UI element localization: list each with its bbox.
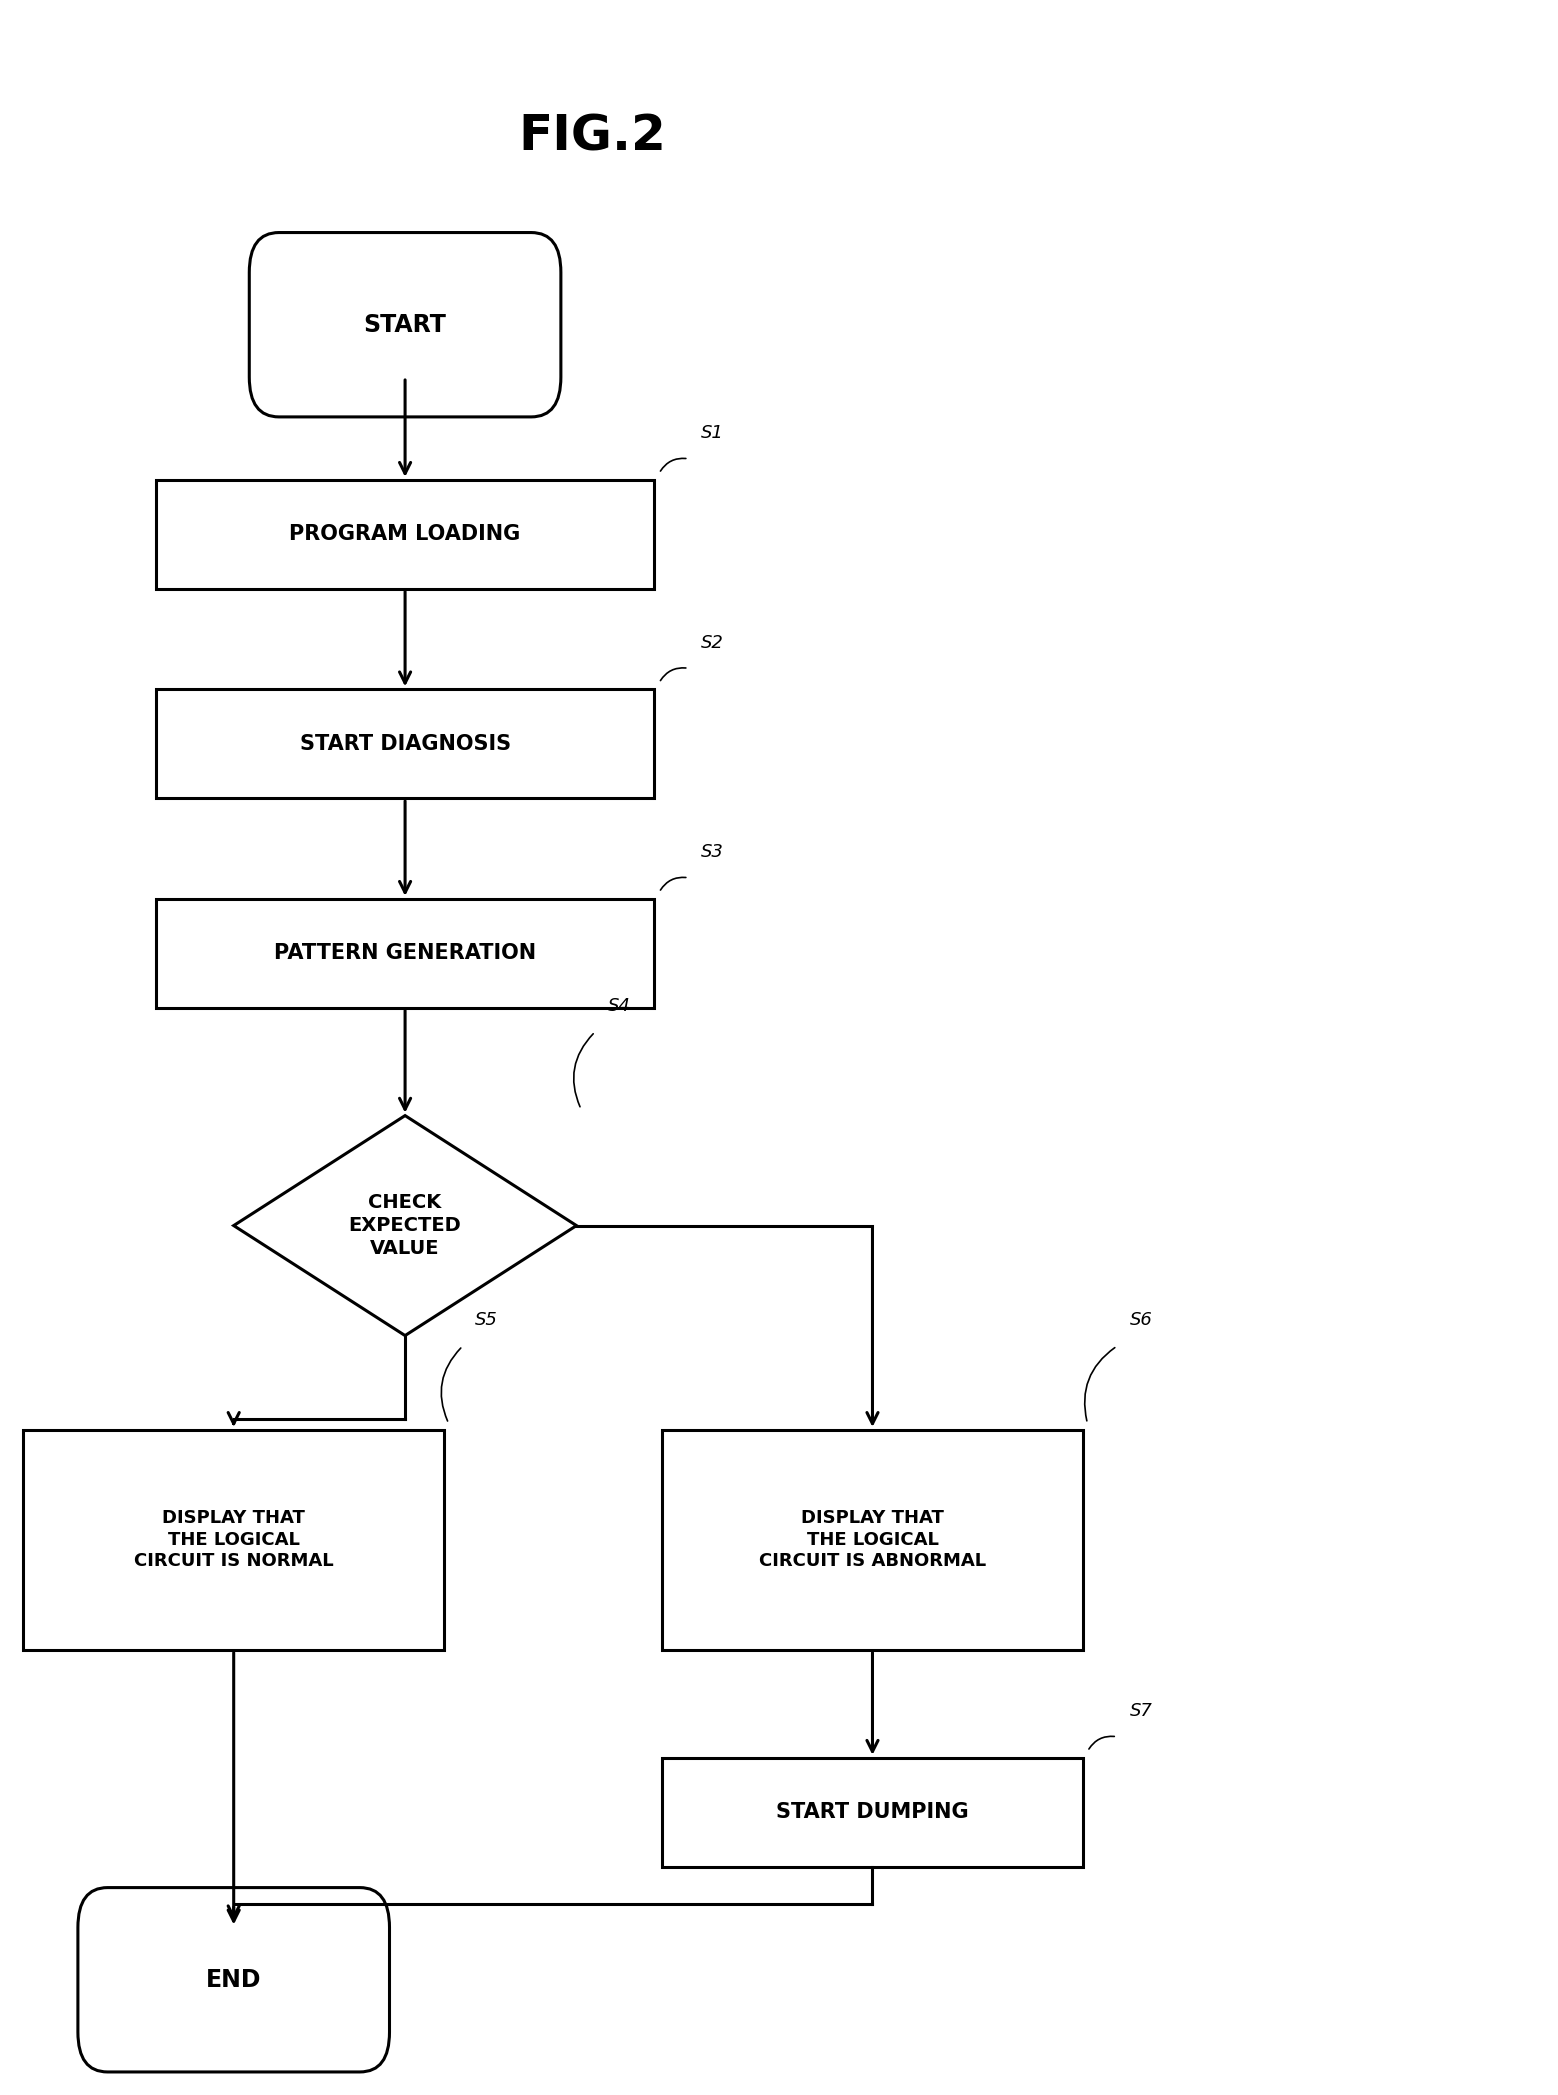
- Text: CHECK
EXPECTED
VALUE: CHECK EXPECTED VALUE: [349, 1194, 461, 1257]
- Text: START DUMPING: START DUMPING: [776, 1802, 969, 1823]
- Text: S4: S4: [608, 997, 631, 1016]
- Bar: [662, 1758, 1083, 1867]
- Text: PATTERN GENERATION: PATTERN GENERATION: [274, 943, 536, 964]
- Text: FIG.2: FIG.2: [519, 113, 665, 159]
- Text: DISPLAY THAT
THE LOGICAL
CIRCUIT IS NORMAL: DISPLAY THAT THE LOGICAL CIRCUIT IS NORM…: [134, 1508, 333, 1571]
- Text: DISPLAY THAT
THE LOGICAL
CIRCUIT IS ABNORMAL: DISPLAY THAT THE LOGICAL CIRCUIT IS ABNO…: [759, 1508, 986, 1571]
- FancyBboxPatch shape: [78, 1888, 390, 2072]
- Text: S3: S3: [701, 842, 724, 861]
- Bar: [156, 689, 654, 798]
- Bar: [662, 1429, 1083, 1651]
- Text: S1: S1: [701, 423, 724, 442]
- Bar: [156, 899, 654, 1008]
- Text: START DIAGNOSIS: START DIAGNOSIS: [299, 733, 511, 754]
- Bar: [23, 1429, 444, 1651]
- Text: S2: S2: [701, 633, 724, 652]
- Bar: [156, 480, 654, 589]
- Polygon shape: [234, 1115, 576, 1337]
- Text: PROGRAM LOADING: PROGRAM LOADING: [290, 524, 520, 545]
- Text: START: START: [363, 312, 447, 337]
- Text: END: END: [206, 1967, 262, 1992]
- Text: S6: S6: [1130, 1311, 1153, 1330]
- Text: S5: S5: [475, 1311, 499, 1330]
- FancyBboxPatch shape: [249, 233, 561, 417]
- Text: S7: S7: [1130, 1701, 1153, 1720]
